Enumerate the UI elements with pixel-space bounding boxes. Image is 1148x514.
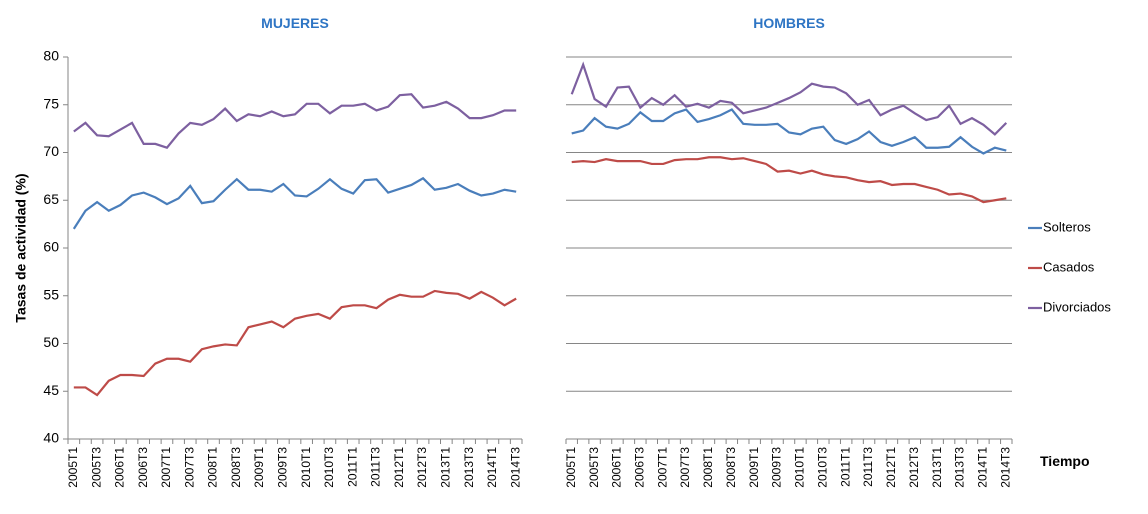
x-tick-label: 2010T3 [322, 447, 336, 488]
x-tick-label: 2007T3 [182, 447, 196, 488]
series-line [73, 289, 517, 397]
panel-title: HOMBRES [753, 15, 825, 31]
y-tick-label: 70 [43, 143, 59, 159]
x-tick-label: 2014T1 [976, 447, 990, 488]
x-tick-label: 2009T1 [747, 447, 761, 488]
y-axis-title: Tasas de actividad (%) [13, 173, 29, 322]
x-tick-label: 2005T1 [564, 447, 578, 488]
x-tick-label: 2013T1 [439, 447, 453, 488]
x-tick-label: 2006T3 [136, 447, 150, 488]
y-tick-label: 80 [43, 48, 59, 64]
x-tick-label: 2005T3 [89, 447, 103, 488]
x-tick-label: 2008T3 [229, 447, 243, 488]
x-tick-label: 2010T1 [299, 447, 313, 488]
series-line [73, 93, 517, 150]
x-tick-label: 2011T1 [838, 447, 852, 487]
legend-label: Divorciados [1043, 299, 1111, 314]
x-tick-label: 2014T1 [485, 447, 499, 488]
y-tick-label: 40 [43, 430, 59, 446]
series-line [571, 156, 1007, 204]
x-tick-label: 2005T3 [587, 447, 601, 488]
x-tick-label: 2008T1 [206, 447, 220, 488]
x-tick-label: 2007T3 [678, 447, 692, 488]
x-tick-label: 2006T1 [113, 447, 127, 488]
x-tick-label: 2008T1 [701, 447, 715, 488]
x-tick-label: 2007T1 [655, 447, 669, 488]
x-tick-label: 2009T3 [770, 447, 784, 488]
x-tick-label: 2007T1 [159, 447, 173, 488]
series-line [570, 61, 1008, 136]
x-tick-label: 2009T1 [252, 447, 266, 488]
x-tick-label: 2014T3 [998, 447, 1012, 488]
x-tick-label: 2010T1 [793, 447, 807, 488]
y-tick-label: 75 [43, 95, 59, 111]
x-tick-label: 2009T3 [276, 447, 290, 488]
series-line [72, 176, 517, 230]
series-line [571, 108, 1007, 155]
y-tick-label: 60 [43, 239, 59, 255]
y-tick-label: 65 [43, 191, 59, 207]
x-tick-label: 2011T3 [369, 447, 383, 487]
x-tick-label: 2011T1 [345, 447, 359, 487]
x-tick-label: 2012T3 [907, 447, 921, 488]
x-axis-title: Tiempo [1040, 453, 1090, 469]
x-tick-label: 2006T3 [633, 447, 647, 488]
x-tick-label: 2006T1 [610, 447, 624, 488]
x-tick-label: 2005T1 [66, 447, 80, 488]
x-tick-label: 2008T3 [724, 447, 738, 488]
x-tick-label: 2014T3 [508, 447, 522, 488]
legend-label: Solteros [1043, 219, 1091, 234]
y-tick-label: 45 [43, 382, 59, 398]
x-tick-label: 2011T3 [861, 447, 875, 487]
x-tick-label: 2013T3 [462, 447, 476, 488]
x-tick-label: 2013T3 [953, 447, 967, 488]
legend-label: Casados [1043, 259, 1095, 274]
panel-title: MUJERES [261, 15, 329, 31]
x-tick-label: 2012T3 [415, 447, 429, 488]
x-tick-label: 2012T1 [392, 447, 406, 488]
x-tick-label: 2012T1 [884, 447, 898, 488]
x-tick-label: 2010T3 [815, 447, 829, 488]
y-tick-label: 50 [43, 334, 59, 350]
y-tick-label: 55 [43, 286, 59, 302]
x-tick-label: 2013T1 [930, 447, 944, 488]
